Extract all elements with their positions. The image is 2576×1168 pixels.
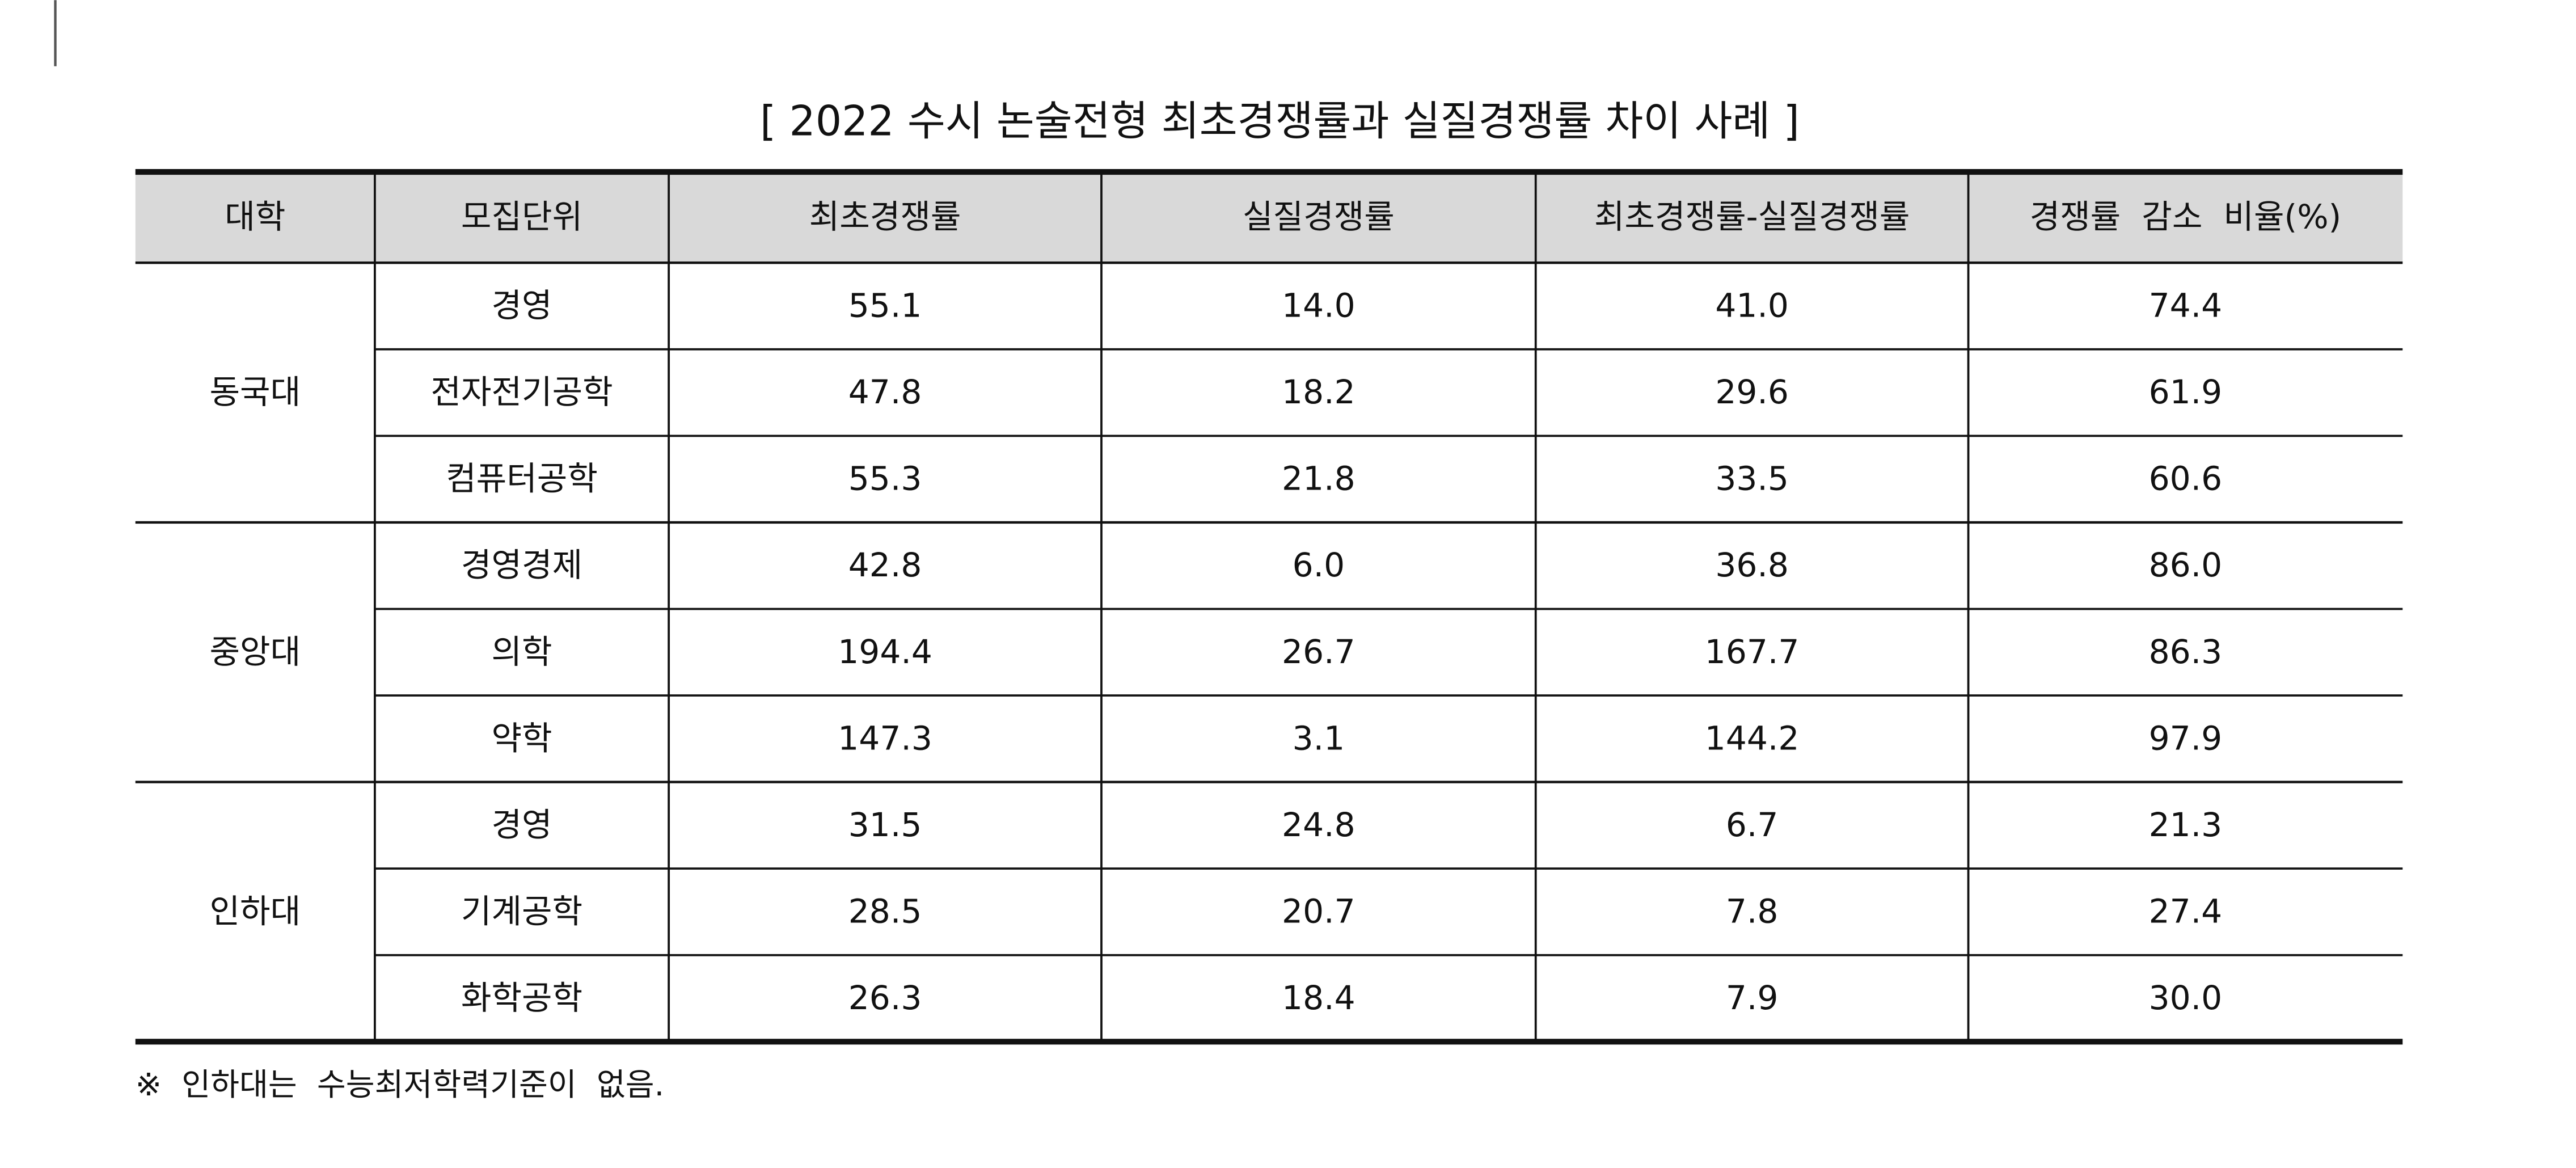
university-cell: 인하대: [209, 892, 301, 930]
number-cell: 47.8: [848, 373, 922, 411]
number-cell: 31.5: [848, 806, 922, 844]
number-cell: 20.7: [1282, 892, 1355, 930]
number-cell: 27.4: [2149, 892, 2223, 930]
number-cell: 144.2: [1705, 719, 1800, 757]
unit-cell: 기계공학: [461, 892, 582, 930]
unit-cell: 경영경제: [461, 546, 582, 584]
number-cell: 18.4: [1282, 979, 1355, 1017]
number-cell: 28.5: [848, 892, 922, 930]
unit-cell: 약학: [491, 719, 552, 757]
number-cell: 167.7: [1705, 633, 1800, 671]
header-cell: 최초경쟁률-실질경쟁률: [1594, 197, 1910, 236]
number-cell: 86.0: [2149, 546, 2223, 584]
header-background: [135, 172, 2403, 263]
number-cell: 21.8: [1282, 459, 1355, 498]
number-cell: 147.3: [838, 719, 932, 757]
number-cell: 41.0: [1715, 286, 1789, 325]
header-cell: 최초경쟁률: [809, 197, 961, 236]
number-cell: 55.3: [848, 459, 922, 498]
number-cell: 36.8: [1715, 546, 1789, 584]
number-cell: 55.1: [848, 286, 922, 325]
header-cell: 경쟁률 감소 비율(%): [2030, 197, 2342, 236]
number-cell: 21.3: [2149, 806, 2223, 844]
number-cell: 61.9: [2149, 373, 2223, 411]
number-cell: 7.8: [1726, 892, 1779, 930]
number-cell: 26.3: [848, 979, 922, 1017]
title: [ 2022 수시 논술전형 최초경쟁률과 실질경쟁률 차이 사례 ]: [760, 98, 1800, 146]
number-cell: 97.9: [2149, 719, 2223, 757]
university-cell: 동국대: [209, 373, 301, 411]
number-cell: 42.8: [848, 546, 922, 584]
number-cell: 86.3: [2149, 633, 2223, 671]
number-cell: 74.4: [2149, 286, 2223, 325]
unit-cell: 경영: [491, 806, 552, 844]
number-cell: 14.0: [1282, 286, 1355, 325]
number-cell: 26.7: [1282, 633, 1355, 671]
header-cell: 대학: [225, 197, 285, 236]
unit-cell: 전자전기공학: [430, 373, 613, 411]
university-cell: 중앙대: [209, 633, 301, 671]
number-cell: 33.5: [1715, 459, 1789, 498]
number-cell: 3.1: [1293, 719, 1345, 757]
unit-cell: 화학공학: [461, 979, 582, 1017]
footnote: ※ 인하대는 수능최저학력기준이 없음.: [136, 1067, 664, 1103]
header-cell: 모집단위: [461, 197, 582, 236]
number-cell: 6.7: [1726, 806, 1779, 844]
number-cell: 60.6: [2149, 459, 2223, 498]
header-cell: 실질경쟁률: [1243, 197, 1395, 236]
unit-cell: 컴퓨터공학: [446, 459, 598, 498]
unit-cell: 의학: [491, 633, 552, 671]
number-cell: 18.2: [1282, 373, 1355, 411]
number-cell: 29.6: [1715, 373, 1789, 411]
unit-cell: 경영: [491, 286, 552, 325]
number-cell: 7.9: [1726, 979, 1779, 1017]
number-cell: 24.8: [1282, 806, 1355, 844]
number-cell: 194.4: [838, 633, 932, 671]
number-cell: 30.0: [2149, 979, 2223, 1017]
number-cell: 6.0: [1293, 546, 1345, 584]
